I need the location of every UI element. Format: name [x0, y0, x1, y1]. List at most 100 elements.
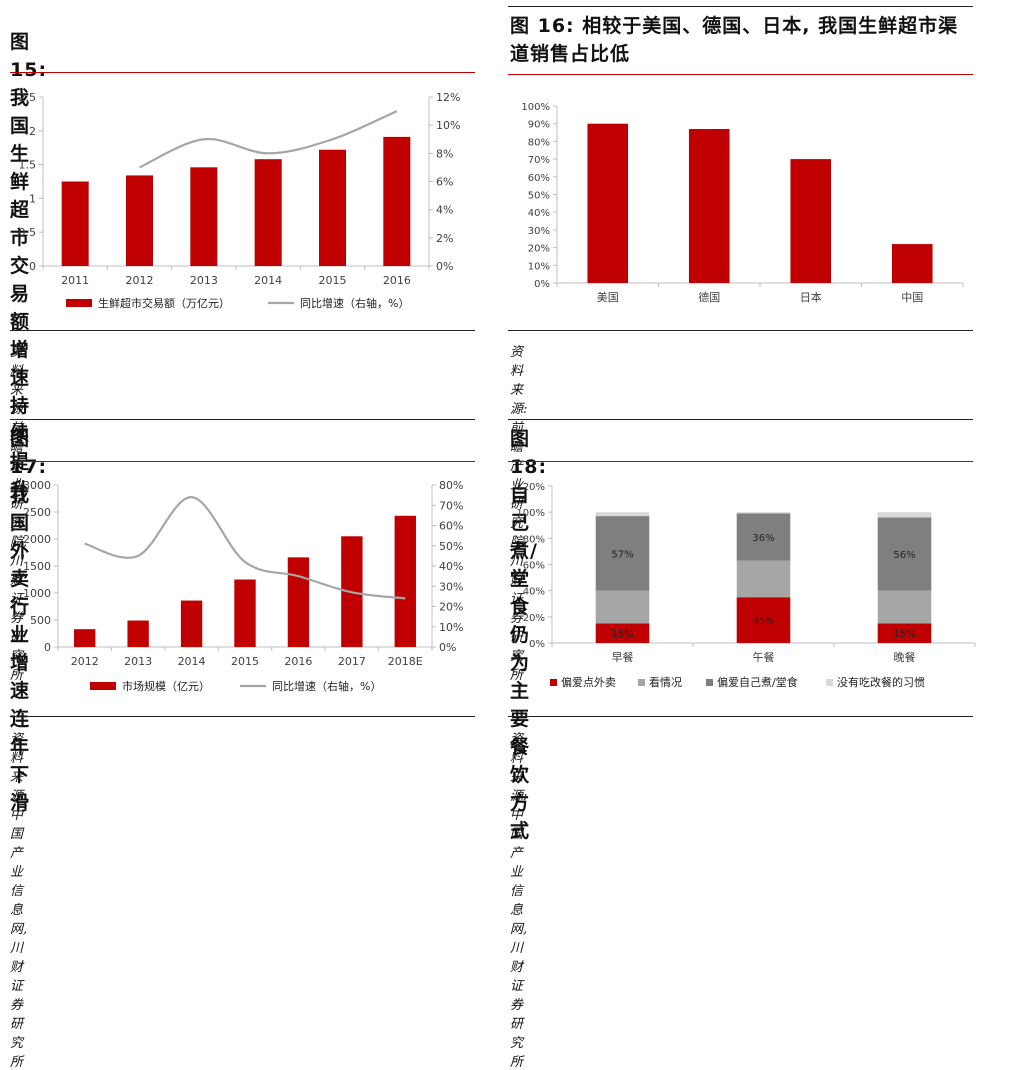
y-tick-label-left: 0 [29, 260, 36, 273]
y-tick-label-left: 1.5 [19, 159, 37, 172]
figure-16-title-rule [508, 74, 973, 75]
legend-label-bars: 市场规模（亿元） [122, 679, 210, 693]
bar [383, 136, 411, 266]
y-tick-label-right: 12% [436, 91, 460, 104]
legend-swatch [550, 679, 557, 686]
bar [318, 149, 347, 266]
y-tick-label: 120% [516, 482, 545, 493]
bar [190, 167, 218, 266]
bar [234, 579, 256, 647]
legend-label-bars: 生鲜超市交易额（万亿元） [98, 296, 230, 310]
figure-17-bottom-rule [10, 716, 475, 717]
stack-segment [877, 512, 932, 518]
bar [891, 244, 933, 283]
y-tick-label-left: 1500 [23, 560, 51, 573]
figure-18-chart: 0% 20% 40% 60% 80% 100% 120% 15% 57% 早餐 35% 36% 午餐 15… [516, 482, 976, 689]
y-tick-label: 80% [523, 534, 545, 545]
y-tick-label: 40% [528, 208, 550, 219]
figure-15-source: 资料来源: 前瞻产业研究院, 川财证券研究所 [10, 345, 28, 683]
x-tick-label: 德国 [698, 290, 720, 304]
data-label: 35% [752, 616, 774, 627]
y-tick-label: 20% [528, 244, 550, 255]
y-tick-label-right: 6% [436, 176, 453, 189]
x-tick-label: 美国 [597, 291, 619, 304]
y-tick-label-right: 40% [439, 560, 463, 573]
bar [394, 515, 416, 647]
figure-16-bottom-rule [508, 330, 973, 331]
x-tick-label: 2013 [190, 274, 218, 287]
x-tick-label: 2017 [338, 655, 366, 668]
legend-label: 没有吃改餐的习惯 [837, 675, 925, 689]
figure-17-top-rule [10, 419, 475, 420]
figure-16-top-rule [508, 6, 973, 7]
y-tick-label-right: 60% [439, 520, 463, 533]
y-tick-label-left: 3000 [23, 479, 51, 492]
stack-segment [736, 560, 791, 598]
stack-segment [877, 517, 932, 591]
growth-line [84, 496, 406, 600]
x-tick-label: 2016 [383, 274, 411, 287]
x-tick-label: 中国 [901, 291, 923, 304]
y-tick-label-left: 2000 [23, 533, 51, 546]
bar [127, 620, 149, 647]
figure-17-chart: 0 500 1000 1500 2000 2500 3000 0% 10% 20% 30% 40% 50… [23, 479, 463, 693]
x-tick-label: 2015 [319, 274, 347, 287]
y-tick-label-left: 1 [29, 192, 36, 205]
figure-15-bottom-rule [10, 330, 475, 331]
y-tick-label: 100% [521, 102, 550, 113]
data-label: 36% [752, 533, 774, 544]
y-tick-label-right: 50% [439, 540, 463, 553]
y-tick-label: 20% [523, 613, 545, 624]
x-tick-label: 晚餐 [894, 650, 916, 664]
y-tick-label-right: 2% [436, 232, 453, 245]
legend-label: 看情况 [649, 675, 682, 689]
bar [587, 123, 629, 283]
y-tick-label-right: 10% [439, 621, 463, 634]
figure-17-title-rule [10, 461, 475, 462]
y-tick-label-right: 10% [436, 119, 460, 132]
y-tick-label: 50% [528, 191, 550, 202]
bar [125, 175, 154, 266]
y-tick-label-right: 80% [439, 479, 463, 492]
legend-label: 偏爱自己煮/堂食 [717, 675, 798, 689]
figure-17-title: 图 17: 我国外卖行业增速连年下滑 [10, 428, 48, 814]
x-tick-label: 2012 [71, 655, 99, 668]
figure-16-source: 资料来源: 前瞻产业研究院, 川财证券研究所 [510, 345, 528, 683]
y-tick-label: 60% [523, 561, 545, 572]
legend-swatch-bars [66, 299, 92, 307]
stack-segment [595, 512, 650, 517]
y-tick-label-left: 2 [29, 125, 36, 138]
x-tick-label: 2011 [61, 274, 89, 287]
x-tick-label: 2018E [388, 655, 423, 668]
bar [74, 629, 96, 647]
y-tick-label-left: 2500 [23, 506, 51, 519]
y-tick-label: 100% [516, 508, 545, 519]
stack-segment [877, 623, 932, 643]
stack-segment [736, 597, 791, 643]
legend-swatch-bars [90, 682, 116, 690]
data-label: 15% [611, 629, 633, 640]
figure-16-chart: 0% 10% 20% 30% 40% 50% 60% 70% 80% 90% 100% 美国 德国 日本 中… [521, 102, 964, 304]
figure-18-title-rule [508, 461, 973, 462]
x-tick-label: 2013 [124, 655, 152, 668]
y-tick-label: 0% [534, 279, 550, 290]
y-tick-label: 40% [523, 587, 545, 598]
stack-segment [595, 590, 650, 624]
data-label: 57% [611, 549, 633, 560]
y-tick-label: 80% [528, 137, 550, 148]
x-tick-label: 2015 [231, 655, 259, 668]
figure-18-top-rule [508, 419, 973, 420]
data-label: 15% [893, 629, 915, 640]
stack-segment [595, 516, 650, 591]
x-tick-label: 日本 [800, 290, 822, 304]
x-tick-label: 早餐 [612, 650, 634, 664]
y-tick-label: 10% [528, 261, 550, 272]
stack-segment [877, 590, 932, 624]
legend-swatch [826, 679, 833, 686]
legend-swatch [706, 679, 713, 686]
stack-segment [595, 623, 650, 643]
figure-17-source: 资料来源: 中国产业信息网, 川财证券研究所 [10, 732, 28, 1070]
y-tick-label: 70% [528, 155, 550, 166]
y-tick-label-right: 0% [436, 260, 453, 273]
y-tick-label-left: 2.5 [19, 91, 37, 104]
